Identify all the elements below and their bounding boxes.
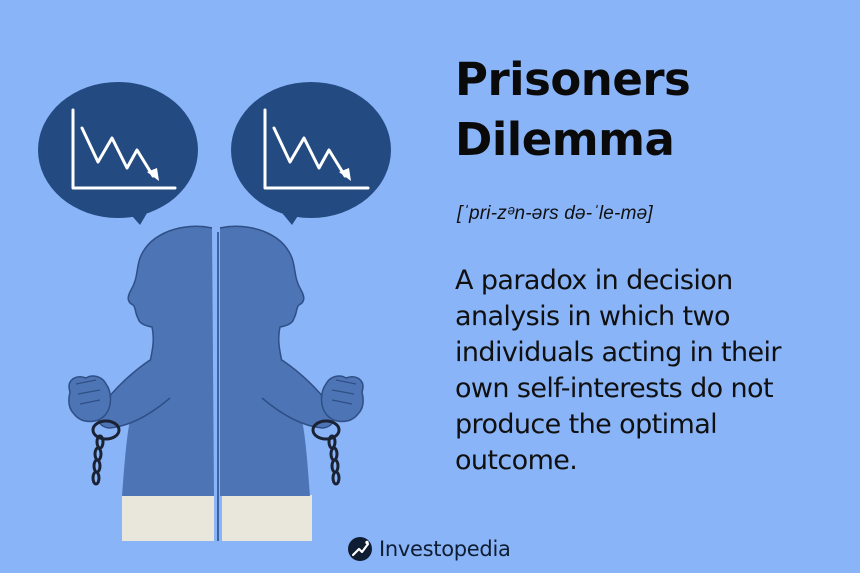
left-prisoner-figure: [68, 225, 214, 541]
brand-footer: Investopedia: [347, 533, 511, 565]
left-handcuffs-icon: [91, 419, 121, 486]
right-prisoner-figure: [219, 225, 364, 541]
brand-name: Investopedia: [379, 537, 511, 561]
left-declining-chart-icon: [71, 108, 177, 190]
definition-text: A paradox in decision analysis in which …: [455, 265, 782, 476]
investopedia-logo-icon: [348, 537, 372, 561]
right-handcuffs-icon: [311, 419, 341, 486]
pronunciation-text: [ˈpri-zᵊn-ərs də-ˈle-mə]: [457, 203, 653, 224]
right-declining-chart-icon: [263, 108, 370, 190]
prisoners-illustration: [38, 82, 391, 541]
page-title: Prisoners Dilemma: [455, 53, 691, 166]
left-speech-bubble-icon: [38, 82, 198, 225]
